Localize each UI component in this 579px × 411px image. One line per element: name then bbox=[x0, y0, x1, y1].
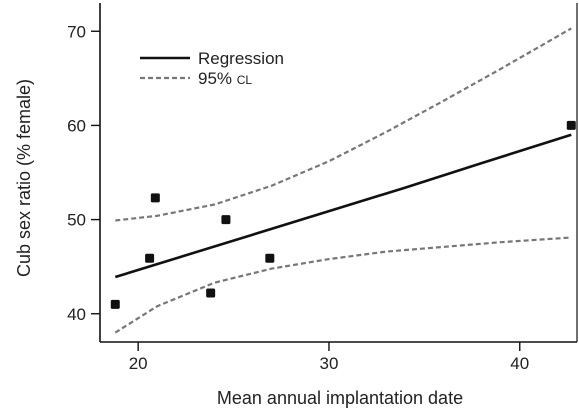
plot-area: 40 50 60 70 20 30 40 bbox=[67, 3, 578, 373]
regression-line bbox=[114, 133, 572, 279]
x-ticks: 20 30 40 bbox=[129, 342, 529, 373]
ci-upper-line bbox=[115, 27, 572, 222]
y-ticks: 40 50 60 70 bbox=[67, 22, 100, 324]
data-point bbox=[145, 253, 155, 263]
data-point bbox=[110, 299, 120, 309]
legend-ci-suffix: CL bbox=[237, 73, 253, 87]
x-tick-label: 40 bbox=[510, 354, 529, 373]
x-tick-label: 20 bbox=[129, 354, 148, 373]
y-tick-label: 70 bbox=[67, 22, 86, 41]
data-point bbox=[150, 193, 160, 203]
legend-ci-label: 95% CL bbox=[198, 69, 252, 88]
y-tick-label: 50 bbox=[67, 211, 86, 230]
y-axis-label: Cub sex ratio (% female) bbox=[14, 79, 34, 277]
legend-ci-prefix: 95% bbox=[198, 69, 237, 88]
x-axis-label: Mean annual implantation date bbox=[217, 388, 463, 408]
legend-regression-label: Regression bbox=[198, 49, 284, 68]
data-point bbox=[566, 120, 576, 130]
y-tick-label: 60 bbox=[67, 116, 86, 135]
data-point bbox=[265, 253, 275, 263]
x-tick-label: 30 bbox=[319, 354, 338, 373]
data-point bbox=[221, 215, 231, 225]
data-point bbox=[206, 288, 216, 298]
legend: Regression 95% CL bbox=[140, 49, 284, 88]
y-tick-label: 40 bbox=[67, 305, 86, 324]
ci-lower-line bbox=[114, 236, 572, 334]
data-points bbox=[110, 120, 576, 309]
